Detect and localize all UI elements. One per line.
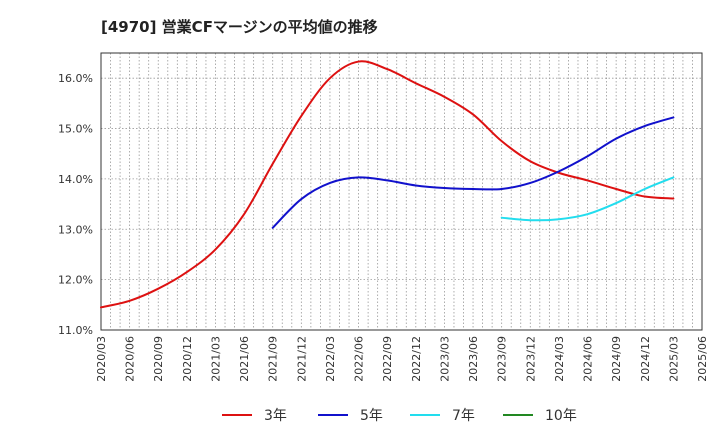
x-tick-label: 2022/09: [381, 336, 394, 382]
x-tick-label: 2020/06: [124, 336, 137, 382]
x-tick-label: 2024/06: [582, 336, 595, 382]
x-tick-label: 2025/03: [667, 336, 680, 382]
x-tick-label: 2025/06: [696, 336, 709, 382]
y-tick-label: 11.0%: [58, 324, 93, 337]
x-tick-label: 2021/12: [295, 336, 308, 382]
x-tick-label: 2024/09: [610, 336, 623, 382]
series-line-2: [271, 116, 675, 229]
x-tick-label: 2020/09: [152, 336, 165, 382]
x-tick-label: 2021/03: [209, 336, 222, 382]
chart-title: [4970] 営業CFマージンの平均値の推移: [101, 18, 378, 36]
x-tick-label: 2023/12: [524, 336, 537, 382]
y-tick-label: 14.0%: [58, 173, 93, 186]
x-tick-label: 2024/12: [639, 336, 652, 382]
x-tick-label: 2020/03: [95, 336, 108, 382]
x-tick-label: 2021/09: [267, 336, 280, 382]
x-tick-label: 2023/03: [438, 336, 451, 382]
x-tick-label: 2020/12: [181, 336, 194, 382]
x-tick-label: 2022/06: [353, 336, 366, 382]
y-tick-label: 13.0%: [58, 223, 93, 236]
y-tick-label: 15.0%: [58, 123, 93, 136]
legend-label: 7年: [452, 408, 475, 424]
y-tick-label: 12.0%: [58, 274, 93, 287]
x-tick-label: 2024/03: [553, 336, 566, 382]
series-line-3: [500, 176, 675, 222]
legend-label: 5年: [360, 408, 383, 424]
legend: 3年 5年 7年 10年: [222, 408, 577, 424]
axes: 11.0% 12.0% 13.0% 14.0% 15.0% 16.0% 2020/03 202…: [58, 52, 709, 382]
x-tick-label: 2021/06: [238, 336, 251, 382]
x-tick-label: 2022/12: [410, 336, 423, 382]
x-tick-label: 2023/09: [496, 336, 509, 382]
grid: [101, 53, 702, 331]
legend-label: 3年: [264, 408, 287, 424]
legend-label: 10年: [545, 408, 577, 424]
series-line-1: [100, 60, 675, 309]
series-lines: [100, 60, 675, 309]
plot-frame: [100, 52, 703, 331]
x-tick-label: 2023/06: [467, 336, 480, 382]
x-tick-label: 2022/03: [324, 336, 337, 382]
y-tick-label: 16.0%: [58, 72, 93, 85]
